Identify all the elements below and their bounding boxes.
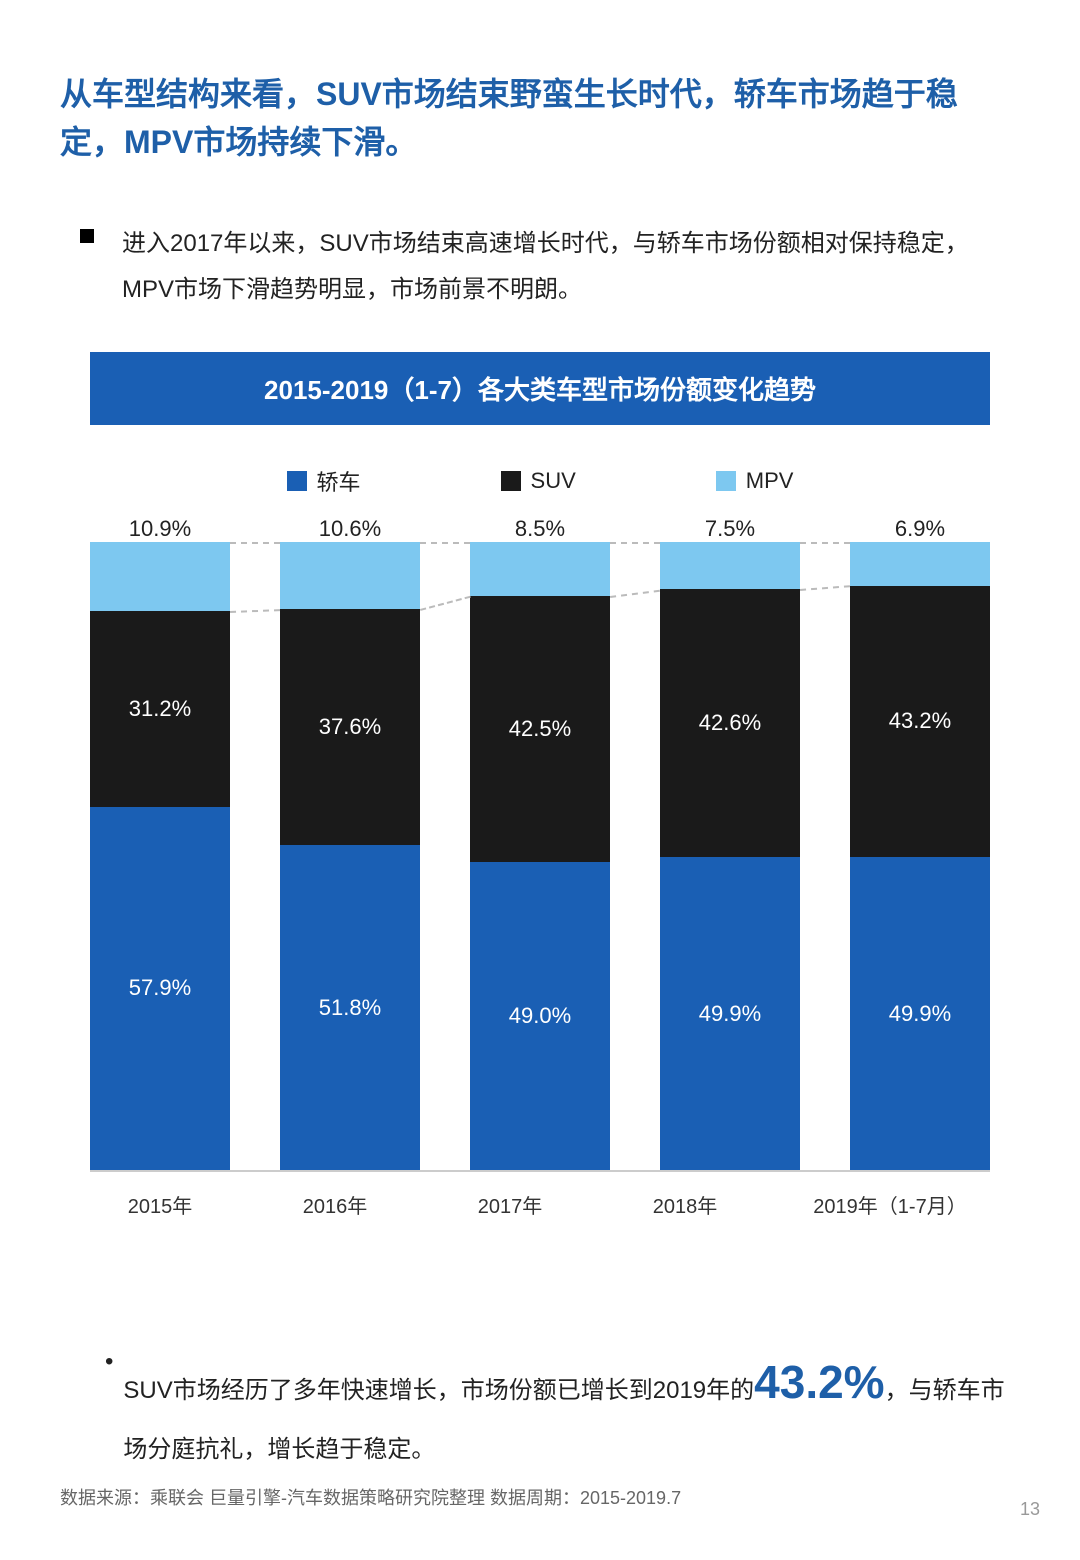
bar-segment-mpv	[850, 542, 990, 585]
bar-segment-sedan: 57.9%	[90, 807, 230, 1171]
intro-text: 进入2017年以来，SUV市场结束高速增长时代，与轿车市场份额相对保持稳定，MP…	[122, 221, 1020, 312]
bar-segment-sedan: 49.9%	[850, 857, 990, 1170]
square-bullet-icon	[80, 229, 94, 243]
x-axis-label: 2017年	[440, 1190, 580, 1219]
x-axis-label: 2015年	[90, 1190, 230, 1219]
bar-segment-sedan: 49.9%	[660, 857, 800, 1170]
page-title: 从车型结构来看，SUV市场结束野蛮生长时代，轿车市场趋于稳定，MPV市场持续下滑…	[60, 70, 1020, 166]
connector-line	[230, 542, 280, 544]
bar-segment-suv: 42.5%	[470, 596, 610, 863]
intro-bullet: 进入2017年以来，SUV市场结束高速增长时代，与轿车市场份额相对保持稳定，MP…	[60, 221, 1020, 312]
legend-swatch	[287, 471, 307, 491]
connector-line	[800, 586, 850, 592]
connector-line	[420, 542, 470, 544]
legend-item-sedan: 轿车	[287, 465, 361, 497]
connector-line	[800, 542, 850, 544]
bar-segment-sedan: 49.0%	[470, 862, 610, 1170]
footer-pre: SUV市场经历了多年快速增长，市场份额已增长到2019年的	[123, 1377, 754, 1404]
chart-title: 2015-2019（1-7）各大类车型市场份额变化趋势	[90, 352, 990, 425]
mpv-value-label: 10.6%	[280, 516, 420, 542]
footer-big-number: 43.2%	[754, 1356, 884, 1408]
bar-segment-suv: 31.2%	[90, 611, 230, 807]
footer-text: SUV市场经历了多年快速增长，市场份额已增长到2019年的43.2%，与轿车市场…	[123, 1339, 1020, 1472]
x-axis-label: 2019年（1-7月）	[790, 1190, 990, 1219]
bar-segment-suv: 37.6%	[280, 609, 420, 845]
bar-column: 7.5%42.6%49.9%	[660, 542, 800, 1170]
mpv-value-label: 10.9%	[90, 516, 230, 542]
bar-segment-sedan: 51.8%	[280, 845, 420, 1170]
connector-line	[230, 609, 280, 613]
mpv-value-label: 7.5%	[660, 516, 800, 542]
bar-column: 6.9%43.2%49.9%	[850, 542, 990, 1170]
x-axis-label: 2018年	[615, 1190, 755, 1219]
x-axis: 2015年 2016年 2017年 2018年 2019年（1-7月）	[90, 1190, 990, 1219]
legend-swatch	[716, 471, 736, 491]
bar-column: 10.6%37.6%51.8%	[280, 542, 420, 1170]
footer-bullet: • SUV市场经历了多年快速增长，市场份额已增长到2019年的43.2%，与轿车…	[60, 1339, 1020, 1472]
bar-segment-suv: 43.2%	[850, 586, 990, 857]
x-axis-label: 2016年	[265, 1190, 405, 1219]
legend-label: MPV	[746, 468, 794, 494]
bar-segment-suv: 42.6%	[660, 589, 800, 857]
stacked-bar-chart: 10.9%31.2%57.9% 10.6%37.6%51.8% 8.5%42.5%4…	[90, 542, 990, 1172]
connector-line	[610, 542, 660, 544]
chart-legend: 轿车 SUV MPV	[60, 465, 1020, 497]
legend-label: SUV	[531, 468, 576, 494]
data-source: 数据来源：乘联会 巨量引擎-汽车数据策略研究院整理 数据周期：2015-2019…	[60, 1484, 681, 1510]
connector-line	[610, 589, 660, 597]
page-number: 13	[1020, 1499, 1040, 1520]
bar-segment-mpv	[660, 542, 800, 589]
bar-segment-mpv	[280, 542, 420, 609]
bar-segment-mpv	[90, 542, 230, 610]
legend-item-suv: SUV	[501, 465, 576, 497]
legend-item-mpv: MPV	[716, 465, 794, 497]
legend-label: 轿车	[317, 465, 361, 497]
bar-column: 10.9%31.2%57.9%	[90, 542, 230, 1170]
legend-swatch	[501, 471, 521, 491]
connector-line	[420, 596, 471, 611]
mpv-value-label: 8.5%	[470, 516, 610, 542]
bar-column: 8.5%42.5%49.0%	[470, 542, 610, 1170]
bar-segment-mpv	[470, 542, 610, 595]
mpv-value-label: 6.9%	[850, 516, 990, 542]
bullet-dot-icon: •	[105, 1339, 113, 1385]
